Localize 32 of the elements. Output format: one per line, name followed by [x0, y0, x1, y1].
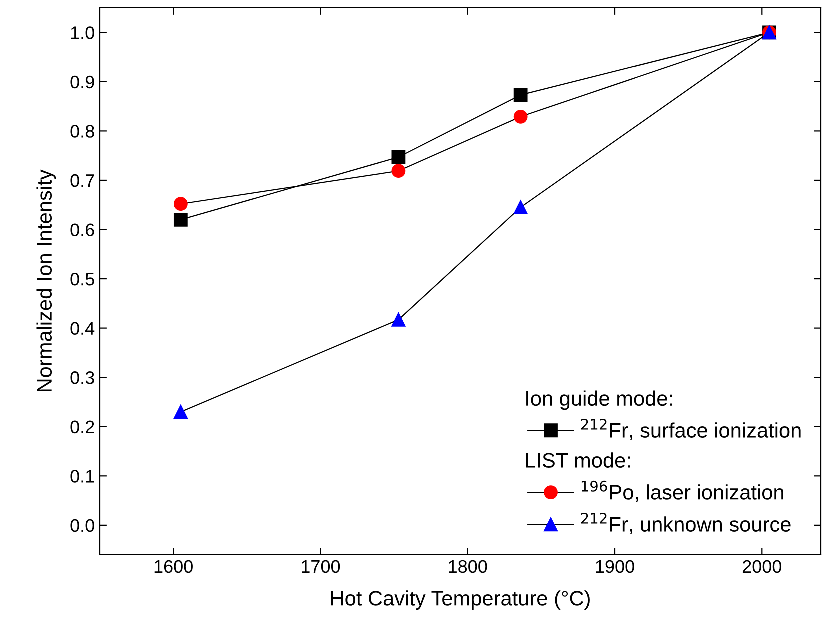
point [514, 200, 528, 215]
y-tick-label: 0.7 [70, 174, 94, 188]
annotation: LIST mode: [526, 452, 630, 468]
x-axis-title: Hot Cavity Temperature (°C) [331, 590, 590, 610]
y-axis-title: Normalized Ion Intensity [36, 170, 56, 392]
y-tick-label: 0.4 [70, 322, 95, 336]
x-tick-label: 2000 [742, 560, 782, 574]
x-tick-label: 1600 [154, 560, 193, 574]
y-tick-label: 1.0 [71, 26, 94, 40]
point [174, 197, 188, 212]
legend-label: $^{212}$Fr, surface ionization [581, 418, 801, 440]
x-tick-label: 1900 [596, 560, 634, 574]
point [174, 212, 188, 227]
point [392, 150, 406, 164]
y-tick-label: 0.9 [70, 76, 94, 89]
y-tick-label: 0.3 [70, 372, 94, 384]
point [514, 110, 528, 124]
y-tick-label: 0.8 [70, 125, 94, 138]
y-tick-label: 0.6 [70, 224, 94, 236]
x-tick-label: 1700 [302, 560, 340, 574]
point [392, 312, 406, 327]
point [174, 405, 188, 420]
x-tick-label: 1800 [449, 560, 488, 574]
legend-label: $^{196}$Po, laser ionization [582, 480, 784, 502]
point [514, 88, 528, 102]
y-tick-label: 0.0 [70, 519, 94, 532]
y-tick-label: 0.1 [70, 470, 94, 483]
point [392, 164, 406, 178]
y-tick-label: 0.5 [70, 272, 94, 286]
y-tick-label: 0.2 [70, 420, 94, 434]
legend-label: $^{212}$Fr, unknown source [581, 512, 791, 534]
annotation: Ion guide mode: [526, 390, 672, 410]
